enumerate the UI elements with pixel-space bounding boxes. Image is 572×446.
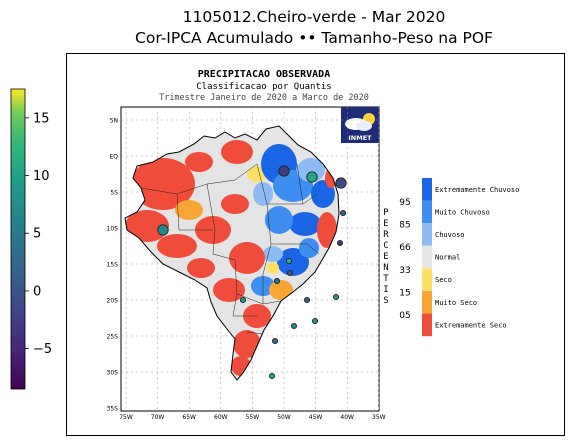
percentil-value: 85 [399,221,410,231]
colorbar-tick-label: 0 [33,284,41,299]
lon-label: 60W [214,414,228,421]
colorbar-tick-label: 15 [33,111,50,126]
map-panel: PRECIPITACAO OBSERVADA Classificacao por… [66,53,565,436]
brazil-outline [124,125,340,381]
lat-label: 5S [110,190,118,197]
percentis-letter: E [383,219,388,229]
percentil-value: 33 [399,266,410,276]
legend-swatch [422,268,432,291]
lon-label: 65W [182,414,196,421]
colorbar-tick-label: −5 [33,342,52,357]
precipitation-map: PRECIPITACAO OBSERVADA Classificacao por… [107,69,520,421]
precipitation-legend: Extremamente Chuvoso Muito Chuvoso Chuvoso… [422,178,519,337]
ipca-point: Vitória [332,293,340,301]
lat-label: 5N [110,118,118,125]
legend-label: Extremamente Chuvoso [435,186,519,194]
percentil-value: 95 [399,198,410,208]
ipca-point: Curitiba [271,337,279,345]
ipca-point: Porto Alegre [268,372,276,380]
colorbar-tick-label: 5 [33,227,41,242]
percentis-letter: R [383,230,389,240]
state-borders [140,163,320,335]
ipca-point: Belém [278,165,290,177]
brazil-precipitation-field [125,126,339,380]
latitude-labels: 5N EQ 5S 10S 15S 20S 25S 30S 35S [107,118,119,413]
lon-label: 35W [372,414,386,421]
legend-label: Muito Chuvoso [435,208,490,216]
legend-label: Normal [435,254,460,262]
percentis-letter: I [383,285,388,295]
legend-swatch [422,178,432,201]
ipca-point: Rio Branco [157,224,169,236]
lat-label: 15S [107,262,119,269]
ipca-point: Aracaju [339,209,347,217]
legend-swatch [422,313,432,337]
lat-label: EQ [109,154,118,161]
legend-label: Chuvoso [435,231,465,239]
lon-label: 55W [246,414,260,421]
lat-label: 30S [107,370,119,377]
ipca-point: Rio de Janeiro [311,317,319,325]
legend-label: Seco [435,276,452,284]
ipca-point: Recife [335,177,347,189]
lat-label: 35S [107,406,119,413]
percentis-letter: E [383,252,388,262]
ipca-point: Salvador [336,239,344,247]
percentis-letter: C [383,241,388,251]
legend-swatch [422,223,432,246]
ipca-point: Uberlândia [285,257,293,265]
ipca-point: São Paulo [290,322,298,330]
lat-label: 20S [107,298,119,305]
ipca-points: Belém Fortaleza Recife Rio Branco Salvador Ar… [157,165,347,380]
legend-swatch [422,200,432,224]
lat-label: 25S [107,334,119,341]
lon-label: 40W [340,414,354,421]
colorbar-tick-label: 10 [33,169,50,184]
lon-label: 70W [151,414,165,421]
map-header-subtitle: Classificacao por Quantis [196,82,331,92]
ipca-point: Fortaleza [306,171,318,183]
percentis-letter: S [383,296,388,306]
percentis-letter: T [383,274,389,284]
ipca-point: Campo Grande [239,296,247,304]
legend-swatch [422,291,432,314]
legend-label: Extremamente Seco [435,321,507,329]
percentil-value: 05 [399,311,410,321]
chart-title-line2: Cor-IPCA Acumulado •• Tamanho-Peso na PO… [135,29,493,47]
colorbar: 15 10 5 0 −5 [10,88,52,390]
colorbar-gradient [10,88,26,390]
inmet-logo-label: INMET [348,134,372,142]
inmet-logo: INMET [341,107,379,143]
percentil-values: 95 85 66 33 15 05 [399,198,411,321]
lon-label: 50W [277,414,291,421]
lon-label: 75W [119,414,133,421]
legend-swatch [422,245,432,269]
map-header-period: Trimestre Janeiro de 2020 a Marco de 202… [159,93,369,103]
percentil-value: 66 [399,243,411,253]
ipca-point: Goiânia [273,277,281,285]
legend-label: Muito Seco [435,299,477,307]
lat-label: 10S [107,226,119,233]
map-header-title: PRECIPITACAO OBSERVADA [198,69,330,80]
percentil-value: 15 [399,288,410,298]
ipca-point: Brasília [286,269,294,277]
chart-title-line1: 1105012.Cheiro-verde - Mar 2020 [182,8,446,26]
percentis-letter: N [383,263,388,273]
lon-label: 45W [309,414,323,421]
ipca-point: Belo Horizonte [303,296,311,304]
percentis-letter: P [383,208,389,218]
longitude-labels: 75W 70W 65W 60W 55W 50W 45W 40W 35W [119,414,385,421]
